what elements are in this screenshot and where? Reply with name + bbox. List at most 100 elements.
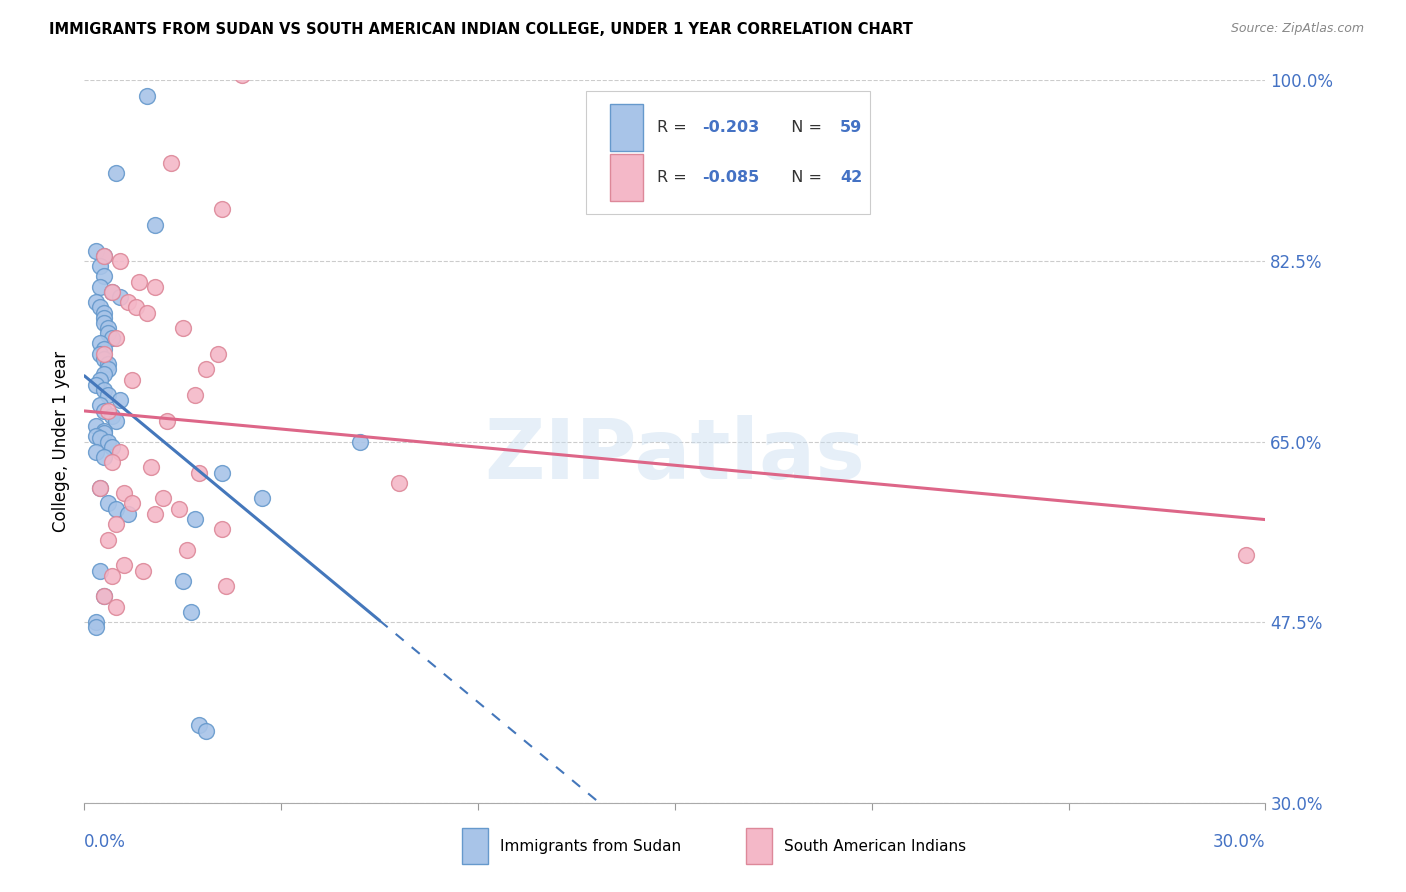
Point [93, 383, 115, 397]
Point [207, 347, 229, 361]
Point [215, 579, 238, 593]
Point [143, 507, 166, 521]
Point [97, 357, 120, 371]
Point [101, 409, 124, 423]
Point [121, 496, 143, 510]
Point [93, 310, 115, 325]
Point [97, 403, 120, 417]
Point [93, 351, 115, 366]
Point [104, 414, 127, 428]
Bar [463, 828, 488, 864]
Point [97, 434, 120, 449]
Point [136, 88, 159, 103]
FancyBboxPatch shape [586, 91, 870, 214]
Point [104, 517, 127, 532]
Point [84, 295, 107, 310]
Y-axis label: College, Under 1 year: College, Under 1 year [52, 351, 70, 533]
Text: Immigrants from Sudan: Immigrants from Sudan [501, 838, 682, 854]
Point [112, 558, 135, 573]
Point [97, 326, 120, 341]
Text: 30.0%: 30.0% [1213, 833, 1265, 851]
Point [121, 373, 143, 387]
Point [187, 466, 209, 480]
Point [231, 68, 253, 82]
Point [84, 419, 107, 434]
Point [156, 414, 179, 428]
Point [84, 615, 107, 630]
Point [167, 501, 190, 516]
Point [89, 432, 111, 446]
Point [143, 279, 166, 293]
Point [89, 564, 111, 578]
Point [93, 368, 115, 382]
Point [195, 362, 218, 376]
Point [101, 455, 124, 469]
Point [84, 429, 107, 443]
Point [152, 491, 174, 506]
Point [180, 605, 202, 619]
Point [93, 403, 115, 417]
Point [97, 362, 120, 376]
Point [93, 305, 115, 319]
Point [388, 475, 411, 490]
Point [89, 301, 111, 315]
Point [250, 491, 273, 506]
Point [89, 259, 111, 273]
Text: N =: N = [782, 120, 827, 135]
Point [172, 574, 194, 588]
Point [104, 166, 127, 180]
Point [211, 466, 233, 480]
Text: -0.085: -0.085 [702, 170, 759, 186]
Point [183, 512, 205, 526]
Point [93, 426, 115, 441]
Point [93, 590, 115, 604]
Bar [610, 103, 643, 151]
Point [93, 347, 115, 361]
Point [108, 393, 131, 408]
Bar [610, 154, 643, 202]
Point [97, 533, 120, 547]
Text: R =: R = [657, 120, 692, 135]
Point [128, 275, 150, 289]
Text: N =: N = [782, 170, 827, 186]
Point [89, 481, 111, 495]
Point [93, 424, 115, 438]
Point [108, 445, 131, 459]
Text: R =: R = [657, 170, 692, 186]
Point [101, 285, 124, 299]
Bar [745, 828, 772, 864]
Text: 59: 59 [841, 120, 862, 135]
Text: -0.203: -0.203 [702, 120, 759, 135]
Point [93, 590, 115, 604]
Point [124, 301, 146, 315]
Point [101, 285, 124, 299]
Text: IMMIGRANTS FROM SUDAN VS SOUTH AMERICAN INDIAN COLLEGE, UNDER 1 YEAR CORRELATION: IMMIGRANTS FROM SUDAN VS SOUTH AMERICAN … [49, 22, 912, 37]
Point [89, 481, 111, 495]
Point [176, 542, 198, 557]
Point [97, 321, 120, 335]
Point [84, 244, 107, 258]
Text: 42: 42 [841, 170, 862, 186]
Point [112, 486, 135, 500]
Point [172, 321, 194, 335]
Text: South American Indians: South American Indians [783, 838, 966, 854]
Point [104, 501, 127, 516]
Point [136, 305, 159, 319]
Point [84, 445, 107, 459]
Point [132, 564, 155, 578]
Point [108, 290, 131, 304]
Point [104, 331, 127, 345]
Point [93, 249, 115, 263]
Point [93, 342, 115, 356]
Point [160, 156, 183, 170]
Point [84, 620, 107, 634]
Point [93, 249, 115, 263]
Point [89, 279, 111, 293]
Point [97, 496, 120, 510]
Point [1234, 548, 1257, 562]
Point [93, 269, 115, 284]
Point [183, 388, 205, 402]
Point [104, 599, 127, 614]
Text: ZIPatlas: ZIPatlas [485, 416, 865, 497]
Point [195, 723, 218, 738]
